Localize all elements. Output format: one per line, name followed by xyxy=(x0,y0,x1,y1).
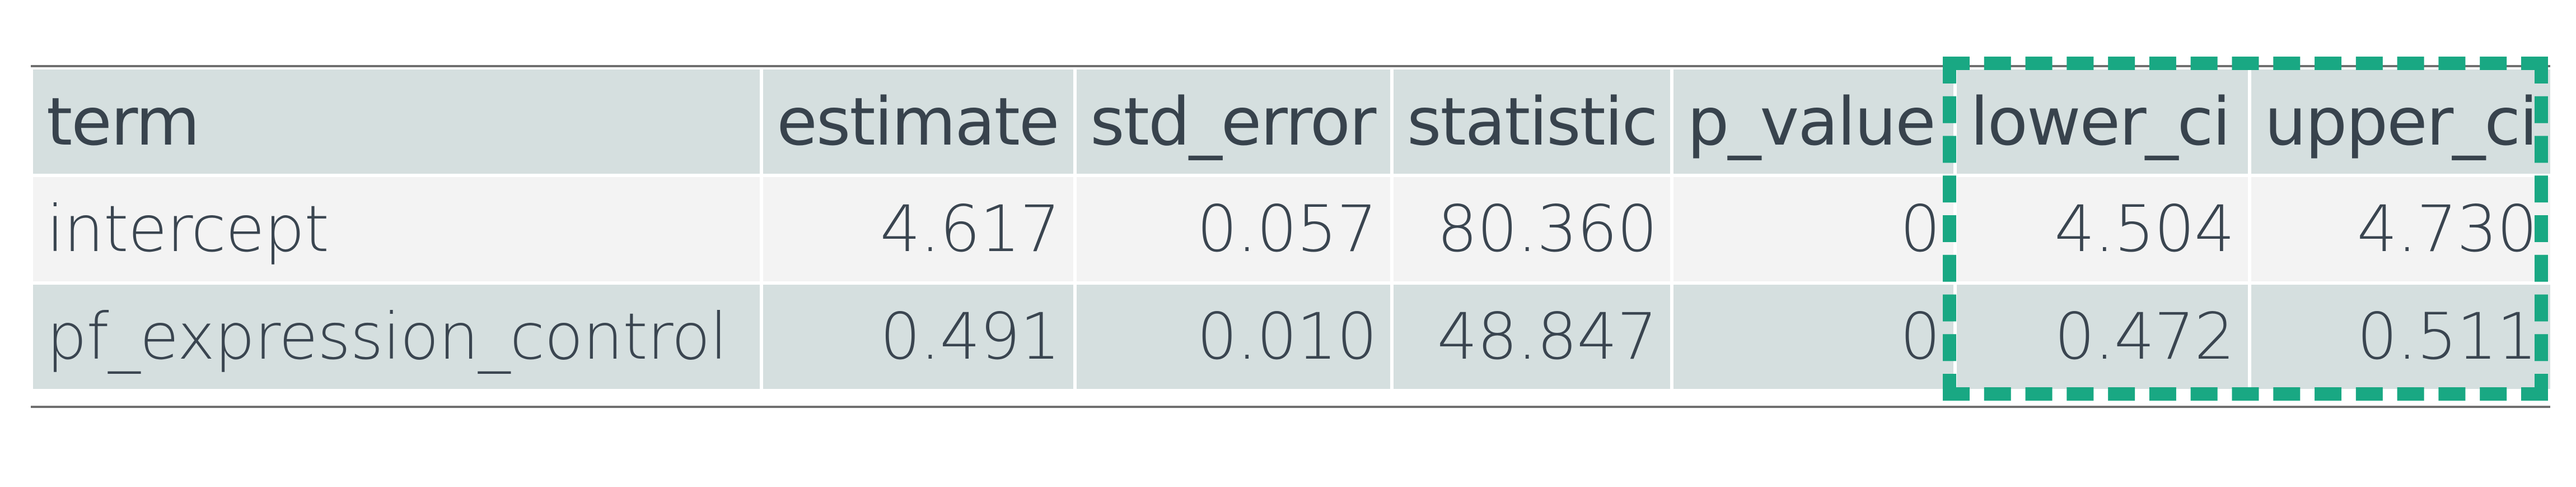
cell-upper-ci: 0.511 xyxy=(2251,285,2550,389)
cell-statistic: 80.360 xyxy=(1393,177,1671,281)
cell-p-value: 0 xyxy=(1673,177,1954,281)
cell-lower-ci: 4.504 xyxy=(1957,177,2248,281)
header-term: term xyxy=(33,69,760,174)
cell-upper-ci: 4.730 xyxy=(2251,177,2550,281)
header-upper-ci: upper_ci xyxy=(2251,69,2550,174)
table-bottom-rule xyxy=(31,406,2550,408)
header-row: term estimate std_error statistic p_valu… xyxy=(33,69,2550,174)
cell-lower-ci: 0.472 xyxy=(1957,285,2248,389)
cell-estimate: 4.617 xyxy=(763,177,1074,281)
header-lower-ci: lower_ci xyxy=(1957,69,2248,174)
cell-term: pf_expression_control xyxy=(33,285,760,389)
cell-statistic: 48.847 xyxy=(1393,285,1671,389)
cell-p-value: 0 xyxy=(1673,285,1954,389)
regression-table: term estimate std_error statistic p_valu… xyxy=(30,66,2554,392)
header-std-error: std_error xyxy=(1077,69,1390,174)
header-estimate: estimate xyxy=(763,69,1074,174)
cell-std-error: 0.057 xyxy=(1077,177,1390,281)
cell-estimate: 0.491 xyxy=(763,285,1074,389)
table-row: pf_expression_control 0.491 0.010 48.847… xyxy=(33,285,2550,389)
header-p-value: p_value xyxy=(1673,69,1954,174)
table-row: intercept 4.617 0.057 80.360 0 4.504 4.7… xyxy=(33,177,2550,281)
cell-std-error: 0.010 xyxy=(1077,285,1390,389)
table-top-rule xyxy=(31,65,2550,67)
header-statistic: statistic xyxy=(1393,69,1671,174)
cell-term: intercept xyxy=(33,177,760,281)
